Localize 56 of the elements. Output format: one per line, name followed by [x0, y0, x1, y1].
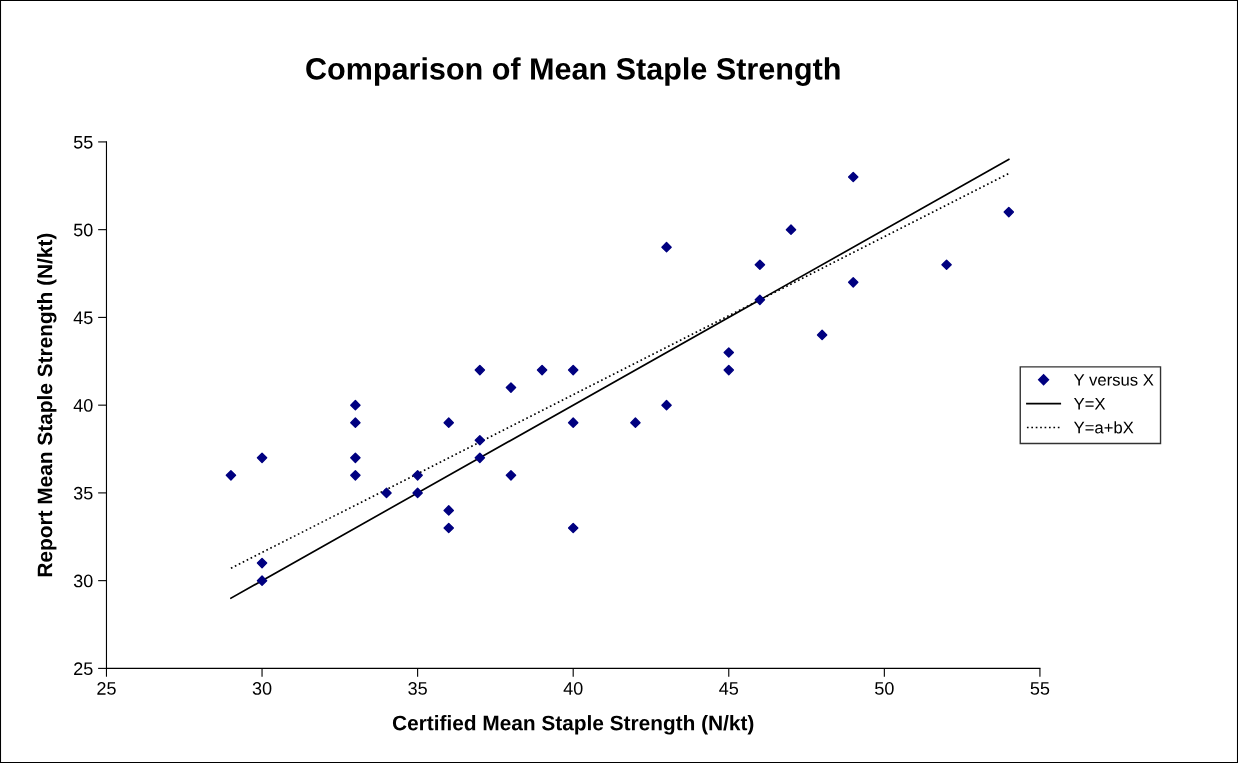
point — [350, 399, 361, 411]
y-tick-label: 50 — [73, 223, 93, 237]
x-tick-label: 50 — [875, 682, 894, 695]
x-tick-label: 40 — [563, 682, 583, 695]
y-tick-label: 25 — [74, 662, 93, 676]
point — [350, 452, 361, 464]
legend-label: Y=X — [1073, 398, 1106, 410]
point — [661, 399, 672, 411]
y-tick-label: 40 — [73, 399, 93, 412]
point — [754, 259, 766, 271]
point — [505, 382, 517, 393]
x-tick-label: 55 — [1030, 682, 1050, 695]
point — [350, 470, 361, 481]
legend-label: Y=a+bX — [1073, 421, 1134, 434]
point — [412, 487, 423, 499]
x-tick-label: 25 — [97, 682, 116, 695]
point — [256, 452, 268, 464]
point — [941, 259, 952, 271]
x-tick-label: 30 — [252, 682, 272, 695]
point — [847, 277, 859, 288]
point — [474, 434, 486, 446]
point — [225, 470, 237, 481]
y-tick-label: 45 — [73, 311, 93, 325]
point — [723, 347, 735, 358]
point — [474, 452, 486, 464]
point — [567, 364, 579, 376]
point — [567, 522, 579, 534]
point — [443, 505, 455, 516]
point — [661, 241, 672, 253]
point — [847, 171, 859, 183]
point — [754, 294, 766, 306]
point — [443, 522, 455, 534]
x-tick-label: 45 — [719, 682, 739, 695]
point — [630, 417, 641, 429]
point — [816, 329, 828, 341]
point — [256, 557, 268, 569]
point — [1003, 206, 1015, 218]
y-tick-label: 55 — [73, 136, 93, 149]
point — [536, 364, 548, 376]
x-axis-title: Certified Mean Staple Strength (N/kt) — [392, 715, 754, 735]
y-tick-label: 35 — [73, 486, 93, 500]
y-axis-title: Report Mean Staple Strength (N/kt) — [37, 233, 57, 577]
point — [505, 470, 517, 481]
y-tick-label: 30 — [73, 574, 93, 588]
point — [567, 417, 579, 429]
point — [723, 364, 735, 376]
point — [350, 417, 361, 429]
point — [381, 487, 392, 499]
x-tick-label: 35 — [408, 682, 427, 695]
chart-title: Comparison of Mean Staple Strength — [306, 57, 840, 86]
point — [474, 364, 486, 376]
legend-label: Y versus X — [1073, 374, 1154, 386]
point — [785, 224, 797, 235]
point — [412, 470, 423, 481]
point — [443, 417, 455, 429]
point — [256, 575, 268, 586]
